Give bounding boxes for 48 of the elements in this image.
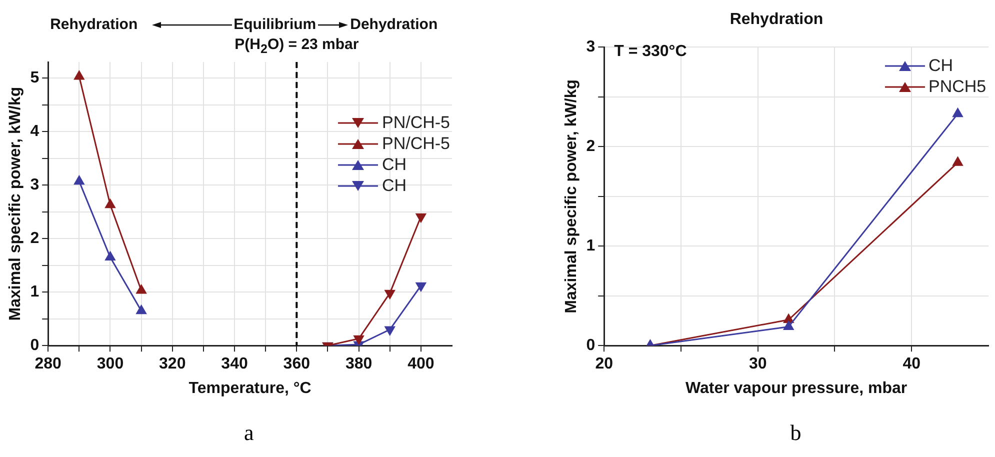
legend-label: CH <box>382 154 407 175</box>
legend-label: CH <box>928 55 954 76</box>
point <box>74 176 84 185</box>
legend-label: PN/CH-5 <box>382 112 450 133</box>
y-axis-title: Maximal specific power, kW/kg <box>563 79 580 314</box>
x-tick-label: 320 <box>159 356 186 373</box>
y-tick-label: 1 <box>30 283 40 300</box>
y-tick-label: 4 <box>30 122 40 140</box>
x-tick-label: 340 <box>221 356 248 373</box>
x-tick-label: 380 <box>345 356 372 373</box>
legend-label: CH <box>382 175 407 196</box>
y-tick-label: 2 <box>586 138 596 156</box>
point <box>136 284 146 294</box>
x-tick-label: 360 <box>283 356 310 373</box>
y-tick-label: 2 <box>30 230 40 247</box>
chart-title: Rehydration <box>730 11 824 28</box>
y-tick-label: 3 <box>586 38 596 56</box>
point <box>105 252 116 261</box>
x-axis-title: Temperature, °C <box>188 380 312 397</box>
x-axis-title: Water vapour pressure, mbar <box>685 380 908 397</box>
x-tick-label: 40 <box>902 356 921 373</box>
text: P(H$_{2}$O) = 23 mbar <box>234 36 359 56</box>
text: Equilibrium <box>234 16 316 33</box>
y-tick-label: 5 <box>30 69 40 86</box>
point <box>784 314 794 323</box>
y-tick-label: 0 <box>586 337 596 354</box>
text: Rehydration <box>50 16 138 33</box>
y-tick-label: 3 <box>30 176 40 194</box>
x-tick-label: 300 <box>96 356 124 373</box>
x-tick-label: 280 <box>34 356 62 373</box>
text: Dehydration <box>350 16 438 33</box>
point <box>136 305 146 314</box>
x-tick-label: 30 <box>748 356 767 373</box>
text: b <box>790 420 802 446</box>
y-tick-label: 0 <box>30 337 40 354</box>
point <box>952 108 963 118</box>
y-tick-label: 1 <box>586 238 596 255</box>
point <box>952 156 963 166</box>
point <box>784 320 794 330</box>
text: a <box>244 420 254 446</box>
point <box>105 199 116 208</box>
y-axis-title: Maximal specific power, kW/kg <box>7 86 24 321</box>
legend-label: PNCH5 <box>928 76 986 98</box>
point <box>74 70 84 80</box>
annotation: T = 330°C <box>614 43 687 62</box>
x-tick-label: 20 <box>595 356 614 373</box>
x-tick-label: 400 <box>408 356 434 373</box>
legend-label: PN/CH-5 <box>382 133 450 154</box>
